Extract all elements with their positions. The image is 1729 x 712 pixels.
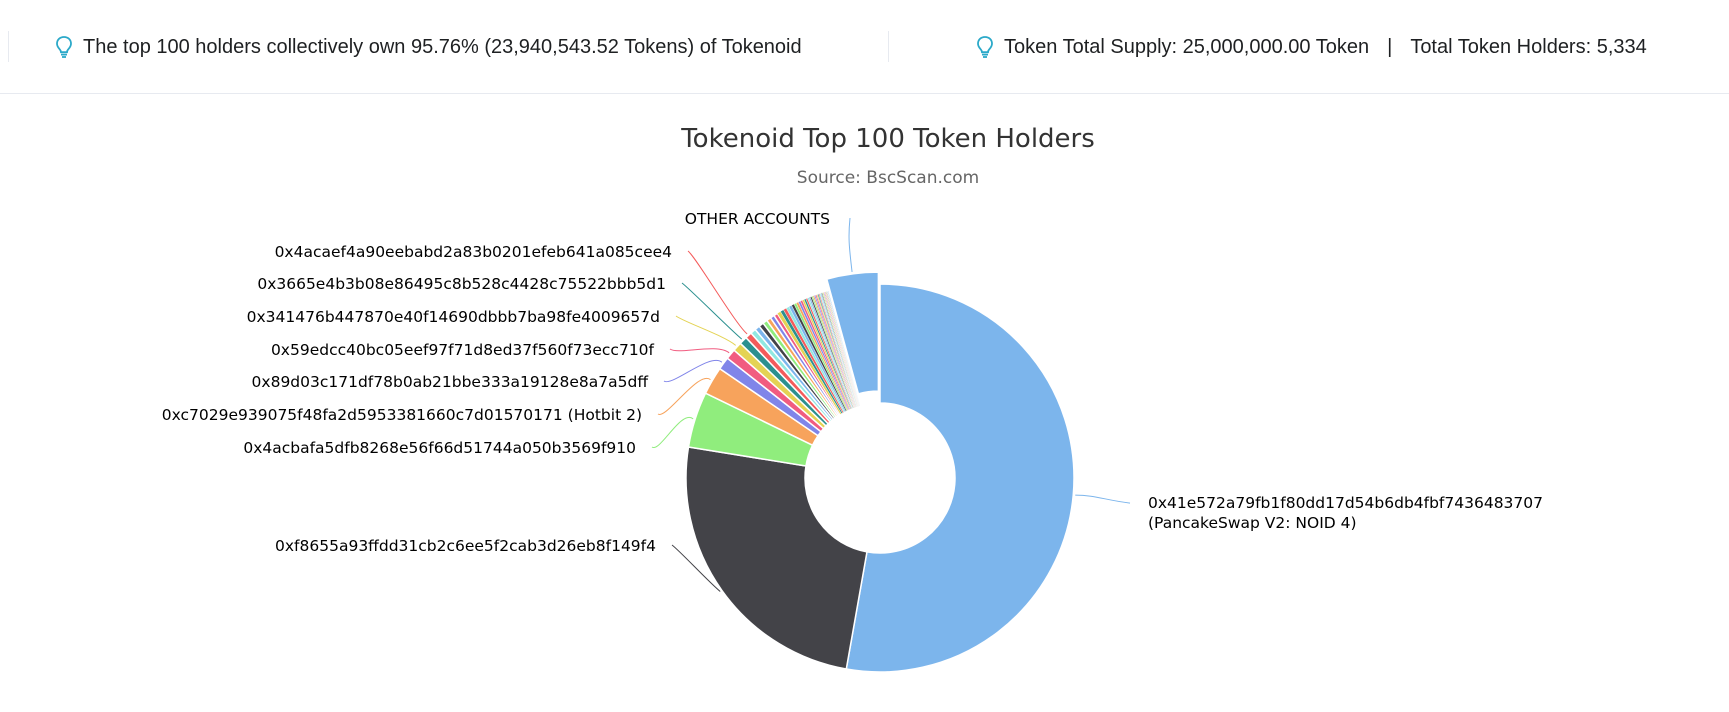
connectors-group	[651, 217, 1131, 592]
holders-donut-chart: Tokenoid Top 100 Token Holders Source: B…	[162, 124, 1543, 673]
slices-group	[685, 271, 1075, 673]
slice-label-holder-5: 0x89d03c171df78b0ab21bbe333a19128e8a7a5d…	[252, 373, 649, 391]
summary-bar: The top 100 holders collectively own 95.…	[0, 0, 1729, 94]
pie-slice-holder-1[interactable]	[845, 283, 1075, 673]
chart-title: Tokenoid Top 100 Token Holders	[680, 124, 1095, 154]
slice-label-holder-3: 0x4acbafa5dfb8268e56f66d51744a050b3569f9…	[243, 439, 636, 457]
slice-label-holder-7: 0x341476b447870e40f14690dbbb7ba98fe40096…	[247, 308, 660, 326]
slice-label-holder-8: 0x3665e4b3b08e86495c8b528c4428c75522bbb5…	[257, 275, 666, 293]
slice-label-holder-4: 0xc7029e939075f48fa2d5953381660c7d015701…	[162, 406, 642, 424]
slice-label-holder-6: 0x59edcc40bc05eef97f71d8ed37f560f73ecc71…	[271, 341, 655, 359]
slice-label-holder-2: 0xf8655a93ffdd31cb2c6ee5f2cab3d26eb8f149…	[275, 537, 656, 555]
label-connector	[651, 416, 694, 448]
divider	[888, 31, 889, 62]
label-connector	[1075, 494, 1131, 504]
pie-slice-minor[interactable]	[827, 290, 861, 407]
total-holders-text: Total Token Holders: 5,334	[1410, 35, 1647, 58]
label-connector	[848, 217, 853, 272]
lightbulb-icon	[56, 36, 72, 58]
label-connector	[681, 282, 743, 340]
divider	[8, 31, 9, 62]
pie-slice-holder-2[interactable]	[685, 446, 868, 670]
slice-label-other-accounts: OTHER ACCOUNTS	[685, 210, 830, 228]
label-connector	[657, 377, 711, 415]
label-connector	[663, 359, 723, 383]
slice-label-line2: (PancakeSwap V2: NOID 4)	[1148, 514, 1357, 532]
pie-slice-other-accounts[interactable]	[825, 271, 880, 395]
label-connector	[669, 348, 730, 354]
label-connector	[687, 250, 748, 335]
slice-label-holder-9: 0x4acaef4a90eebabd2a83b0201efeb641a085ce…	[275, 243, 672, 261]
slice-label-line1: 0x41e572a79fb1f80dd17d54b6db4fbf74364837…	[1148, 494, 1543, 512]
total-supply-text: Token Total Supply: 25,000,000.00 Token	[1004, 35, 1370, 58]
slice-label-holder-1: 0x41e572a79fb1f80dd17d54b6db4fbf74364837…	[1148, 494, 1543, 532]
label-connector	[671, 544, 721, 592]
top-holders-text: The top 100 holders collectively own 95.…	[83, 35, 802, 58]
top-holders-summary: The top 100 holders collectively own 95.…	[55, 33, 802, 61]
lightbulb-icon	[977, 36, 993, 58]
label-connector	[675, 315, 737, 346]
labels-group: 0x41e572a79fb1f80dd17d54b6db4fbf74364837…	[162, 210, 1543, 555]
chart-subtitle: Source: BscScan.com	[797, 168, 979, 188]
separator: |	[1387, 35, 1393, 58]
supply-summary: Token Total Supply: 25,000,000.00 Token …	[976, 33, 1647, 61]
